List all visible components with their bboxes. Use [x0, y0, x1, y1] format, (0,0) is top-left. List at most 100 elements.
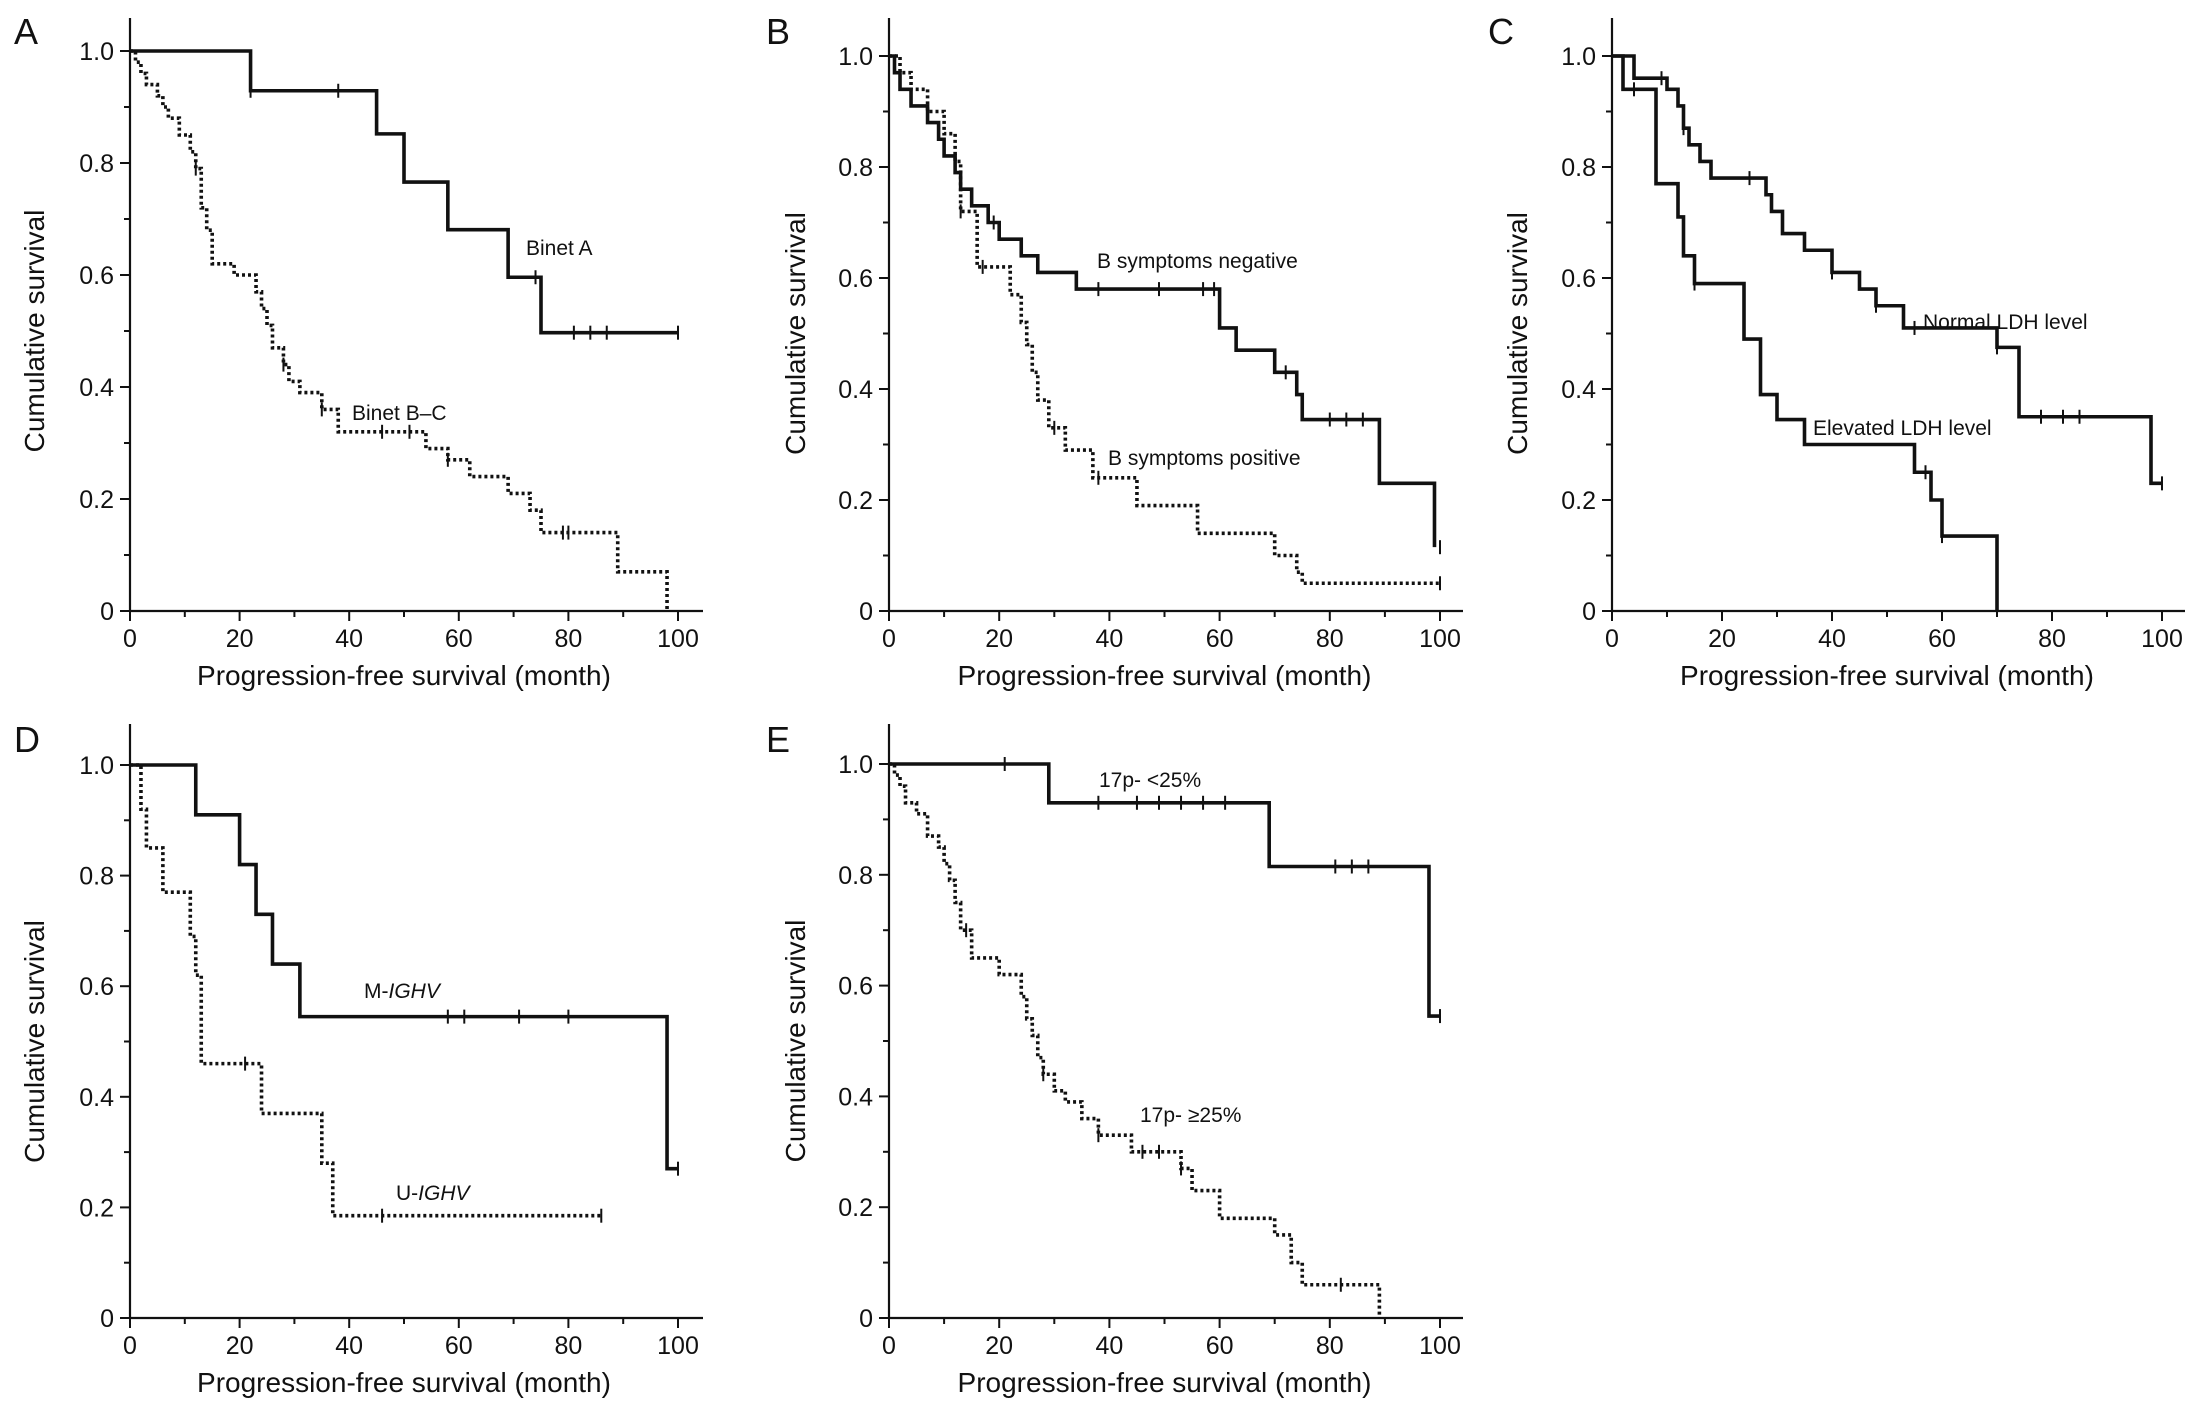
x-tick-label: 0 — [882, 625, 896, 653]
x-tick-label: 0 — [123, 625, 137, 653]
series-label: Binet B–C — [352, 402, 447, 425]
panel-c: C 0 20 40 60 80 100 0 0.2 0.4 0.6 0.8 1.0 Progression… — [1488, 11, 2185, 691]
x-tick-label: 40 — [1095, 625, 1123, 653]
y-tick-label: 0.8 — [838, 154, 873, 182]
series-label: U-IGHV — [396, 1182, 472, 1205]
y-tick-label: 0 — [859, 1305, 873, 1333]
x-tick-label: 80 — [1316, 1332, 1344, 1360]
survival-curve-2 — [889, 762, 1382, 1318]
x-tick-label: 20 — [226, 625, 254, 653]
series-label: 17p- ≥25% — [1140, 1104, 1241, 1127]
panel-d: D 0 20 40 60 80 100 0.2 0.4 0.6 0.8 1.0 0 Progression… — [14, 719, 703, 1398]
y-axis-title: Cumulative survival — [19, 920, 50, 1163]
panel-letter: E — [766, 719, 790, 760]
y-tick-label: 0.4 — [1561, 376, 1596, 404]
x-tick-label: 80 — [1316, 625, 1344, 653]
x-tick-label: 0 — [882, 1332, 896, 1360]
y-tick-label: 0.2 — [838, 1194, 873, 1222]
x-tick-label: 100 — [1419, 1332, 1461, 1360]
y-tick-label: 0.6 — [79, 262, 114, 290]
y-tick-label: 0.4 — [838, 376, 873, 404]
series-label-gene: IGHV — [418, 1182, 471, 1205]
series-label: Normal LDH level — [1923, 311, 2088, 334]
y-tick-label: 0.8 — [838, 862, 873, 890]
x-tick-label: 40 — [1818, 625, 1846, 653]
series-label: B symptoms positive — [1108, 447, 1301, 470]
x-tick-label: 60 — [1206, 1332, 1234, 1360]
x-tick-label: 80 — [554, 625, 582, 653]
panel-b: B 0 20 40 60 80 100 0 0.2 0.4 0.6 0.8 1.0 Progression… — [766, 11, 1463, 691]
x-axis-title: Progression-free survival (month) — [1680, 660, 2094, 691]
y-axis-title: Cumulative survival — [19, 210, 50, 453]
x-tick-label: 100 — [1419, 625, 1461, 653]
x-axis-title: Progression-free survival (month) — [958, 660, 1372, 691]
x-tick-label: 20 — [1708, 625, 1736, 653]
y-tick-label: 0.8 — [79, 150, 114, 178]
x-axis-title: Progression-free survival (month) — [958, 1367, 1372, 1398]
series-label-prefix: M- — [364, 980, 389, 1003]
x-tick-label: 20 — [226, 1332, 254, 1360]
x-tick-label: 100 — [657, 1332, 699, 1360]
x-tick-label: 40 — [1095, 1332, 1123, 1360]
series-label: Elevated LDH level — [1813, 417, 1992, 440]
x-tick-label: 0 — [1605, 625, 1619, 653]
y-tick-label: 0.6 — [838, 265, 873, 293]
y-tick-label: 0.8 — [1561, 154, 1596, 182]
survival-curve-2 — [130, 763, 602, 1218]
y-tick-label: 0.8 — [79, 863, 114, 891]
y-tick-label: 0.4 — [79, 374, 114, 402]
y-tick-label: 0.2 — [1561, 487, 1596, 515]
panel-letter: C — [1488, 11, 1514, 52]
y-tick-label: 0.4 — [838, 1083, 873, 1111]
y-axis-title: Cumulative survival — [780, 920, 811, 1163]
panel-letter: B — [766, 11, 790, 52]
x-tick-label: 80 — [554, 1332, 582, 1360]
series-label: M-IGHV — [364, 980, 442, 1003]
x-tick-label: 60 — [445, 625, 473, 653]
survival-curve-1 — [889, 762, 1440, 1018]
y-tick-label: 0 — [100, 1305, 114, 1333]
x-tick-label: 40 — [335, 625, 363, 653]
series-label: B symptoms negative — [1097, 250, 1298, 273]
x-tick-label: 80 — [2038, 625, 2066, 653]
series-label: Binet A — [526, 237, 593, 260]
y-tick-label: 0.4 — [79, 1084, 114, 1112]
y-tick-label: 0.6 — [1561, 265, 1596, 293]
series-label-gene: IGHV — [389, 980, 442, 1003]
y-tick-label: 0 — [100, 598, 114, 626]
survival-curve-1 — [130, 763, 678, 1171]
y-tick-label: 0.2 — [79, 486, 114, 514]
series-label: 17p- <25% — [1099, 769, 1201, 792]
y-tick-label: 0.6 — [79, 973, 114, 1001]
y-tick-label: 1.0 — [838, 751, 873, 779]
x-tick-label: 60 — [1928, 625, 1956, 653]
panel-a: A 0 20 40 60 80 100 0 0.2 0.4 0.6 0.8 1.0 Progression… — [14, 11, 703, 691]
x-axis-title: Progression-free survival (month) — [197, 1367, 611, 1398]
x-axis-title: Progression-free survival (month) — [197, 660, 611, 691]
y-tick-label: 1.0 — [1561, 43, 1596, 71]
survival-curve-2 — [1612, 54, 1999, 611]
x-tick-label: 20 — [985, 625, 1013, 653]
survival-curve-1 — [889, 54, 1437, 548]
panel-e: E 0 20 40 60 80 100 0 0.2 0.4 0.6 0.8 1.0 Progression… — [766, 719, 1463, 1398]
x-tick-label: 100 — [2141, 625, 2183, 653]
y-tick-label: 0.6 — [838, 973, 873, 1001]
y-axis-title: Cumulative survival — [1502, 212, 1533, 455]
x-tick-label: 60 — [1206, 625, 1234, 653]
survival-curve-1 — [1612, 54, 2162, 486]
y-tick-label: 0 — [859, 598, 873, 626]
y-tick-label: 1.0 — [79, 38, 114, 66]
x-tick-label: 100 — [657, 625, 699, 653]
x-tick-label: 20 — [985, 1332, 1013, 1360]
y-tick-label: 1.0 — [838, 43, 873, 71]
x-tick-label: 60 — [445, 1332, 473, 1360]
y-tick-label: 0.2 — [79, 1194, 114, 1222]
y-tick-label: 1.0 — [79, 752, 114, 780]
x-tick-label: 0 — [123, 1332, 137, 1360]
y-tick-label: 0.2 — [838, 487, 873, 515]
survival-curve-2 — [889, 54, 1440, 586]
series-label-prefix: U- — [396, 1182, 418, 1205]
y-tick-label: 0 — [1582, 598, 1596, 626]
panel-letter: A — [14, 11, 38, 52]
